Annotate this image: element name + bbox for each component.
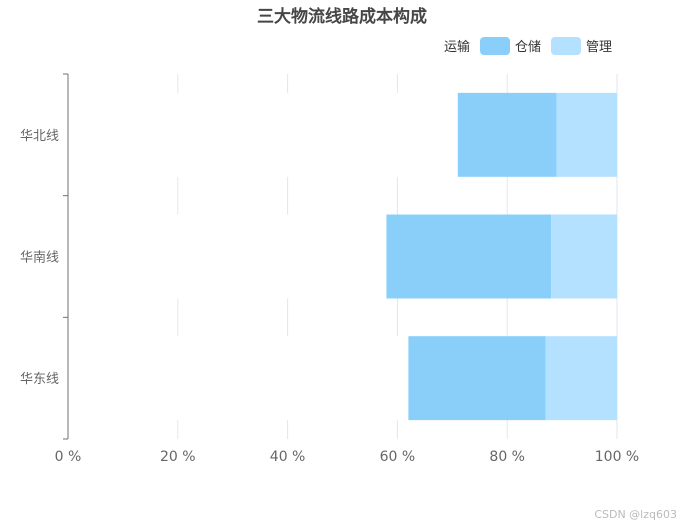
y-tick-label: 华南线 <box>20 250 59 266</box>
bar-管理-华东线[interactable] <box>545 336 617 421</box>
legend-item-仓储[interactable]: 仓储 <box>480 37 541 55</box>
x-tick-label: 100 % <box>595 449 639 465</box>
x-tick-label: 40 % <box>270 449 306 465</box>
legend[interactable]: 运输 仓储 管理 <box>409 37 612 55</box>
x-tick-label: 80 % <box>489 449 525 465</box>
x-tick-label: 0 % <box>55 449 82 465</box>
y-tick-label: 华东线 <box>20 372 59 387</box>
legend-swatch <box>480 37 510 55</box>
bar-管理-华北线[interactable] <box>556 92 617 177</box>
legend-item-管理[interactable]: 管理 <box>551 37 612 55</box>
bar-仓储-华北线[interactable] <box>457 92 557 177</box>
legend-item-运输[interactable]: 运输 <box>409 37 470 55</box>
bar-仓储-华南线[interactable] <box>386 214 552 299</box>
y-tick-label: 华北线 <box>20 129 59 144</box>
chart-title: 三大物流线路成本构成 <box>257 6 427 27</box>
legend-swatch <box>409 37 439 55</box>
bar-仓储-华东线[interactable] <box>408 336 546 421</box>
watermark: CSDN @lzq603 <box>594 508 677 521</box>
legend-label: 仓储 <box>515 40 541 55</box>
x-tick-label: 20 % <box>160 449 196 465</box>
legend-label: 管理 <box>586 40 612 55</box>
bar-管理-华南线[interactable] <box>551 214 617 299</box>
x-tick-label: 60 % <box>380 449 416 465</box>
bars <box>68 92 617 421</box>
bar-运输-华南线[interactable] <box>68 214 387 299</box>
bar-运输-华北线[interactable] <box>68 92 458 177</box>
legend-swatch <box>551 37 581 55</box>
legend-label: 运输 <box>444 39 470 55</box>
bar-运输-华东线[interactable] <box>68 336 409 421</box>
